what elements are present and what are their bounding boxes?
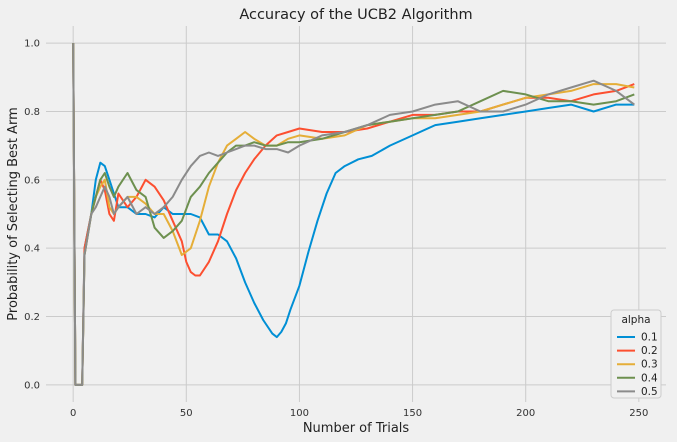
legend-label-0.4: 0.4 xyxy=(641,372,658,384)
y-tick-label: 0.6 xyxy=(24,175,40,186)
x-tick-label: 250 xyxy=(629,408,648,419)
legend-label-0.3: 0.3 xyxy=(641,359,658,371)
x-tick-label: 0 xyxy=(70,408,76,419)
legend-label-0.5: 0.5 xyxy=(641,386,658,398)
x-tick-label: 150 xyxy=(403,408,422,419)
chart-title: Accuracy of the UCB2 Algorithm xyxy=(239,7,472,23)
legend-title: alpha xyxy=(621,314,650,326)
series-layer xyxy=(72,43,635,386)
plot-area xyxy=(46,26,666,402)
legend-label-0.2: 0.2 xyxy=(641,345,658,357)
series-line-0.1 xyxy=(72,43,635,386)
y-tick-label: 0.4 xyxy=(24,244,40,255)
y-tick-label: 1.0 xyxy=(24,39,40,50)
y-axis-ticks: 0.0 0.2 0.4 0.6 0.8 1.0 xyxy=(24,39,40,392)
legend-label-0.1: 0.1 xyxy=(641,332,658,344)
x-tick-label: 100 xyxy=(290,408,309,419)
y-tick-label: 0.0 xyxy=(24,380,40,391)
x-axis-label: Number of Trials xyxy=(303,421,410,436)
legend: alpha 0.10.2 0.30.4 0.5 xyxy=(610,309,662,399)
x-tick-label: 50 xyxy=(180,408,193,419)
series-line-0.5 xyxy=(72,43,635,386)
y-tick-label: 0.8 xyxy=(24,107,40,118)
grid xyxy=(46,26,666,402)
x-tick-label: 200 xyxy=(516,408,535,419)
x-axis-ticks: 0 50 100 150 200 250 xyxy=(70,408,648,419)
y-axis-label: Probability of Selecting Best Arm xyxy=(6,107,21,320)
y-tick-label: 0.2 xyxy=(24,312,40,323)
legend-box xyxy=(610,309,662,399)
